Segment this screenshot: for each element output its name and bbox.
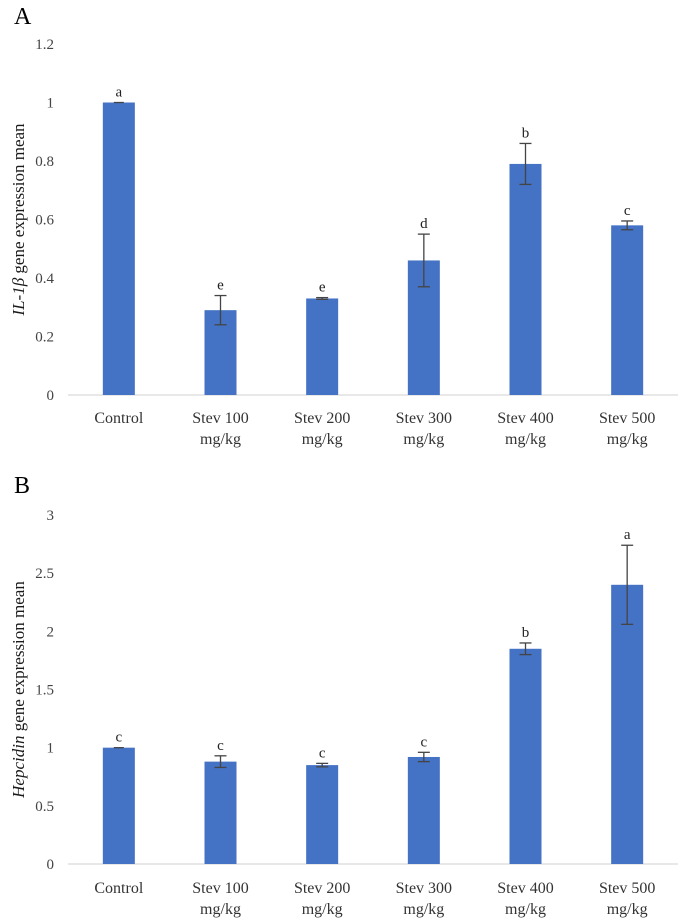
bar [102, 102, 135, 395]
category-label-line2: mg/kg [505, 901, 546, 918]
bar [204, 761, 237, 864]
y-tick-label: 0 [47, 388, 55, 404]
y-tick-label: 0.5 [35, 799, 54, 815]
significance-label: d [420, 216, 428, 232]
category-label-line2: mg/kg [505, 431, 546, 448]
bar [407, 756, 440, 864]
significance-label: c [420, 734, 427, 750]
y-axis-label: IL-1β gene expression mean [9, 123, 28, 317]
y-tick-label: 1.2 [35, 37, 54, 53]
y-tick-label: 0.6 [35, 213, 54, 229]
category-label: Stev 500 [599, 410, 655, 427]
chart-b: 0 0.5 1 1.5 2 2.5 3 Hepcidin gene expression me… [9, 508, 678, 918]
y-tick-label: 0 [47, 857, 55, 873]
category-label: Stev 200 [294, 410, 350, 427]
significance-label: c [624, 203, 631, 219]
category-label-line2: mg/kg [302, 901, 343, 918]
bar [306, 765, 339, 864]
category-label-line2: mg/kg [200, 901, 241, 918]
category-label: Stev 100 [192, 410, 248, 427]
panel-letter-b: B [14, 473, 30, 499]
category-label: Stev 300 [396, 410, 452, 427]
significance-label: e [319, 280, 326, 296]
panel-letter-a: A [14, 4, 32, 30]
y-tick-label: 0.4 [35, 271, 54, 287]
category-label: Control [94, 410, 143, 427]
significance-label: e [217, 278, 224, 294]
bar [306, 298, 339, 395]
chart-a: 0 0.2 0.4 0.6 0.8 1 1.2 IL-1β gene expression m… [9, 37, 678, 448]
significance-label: c [115, 730, 122, 746]
category-label: Stev 400 [497, 880, 553, 897]
category-label-line2: mg/kg [403, 431, 444, 448]
y-tick-label: 0.2 [35, 330, 54, 346]
y-tick-label: 1.5 [35, 683, 54, 699]
category-label: Stev 300 [396, 880, 452, 897]
category-label-line2: mg/kg [302, 431, 343, 448]
category-label-line2: mg/kg [607, 431, 648, 448]
y-axis-label: Hepcidin gene expression mean [9, 581, 28, 799]
significance-label: b [522, 625, 530, 641]
significance-label: a [624, 527, 631, 543]
y-tick-label: 0.8 [35, 154, 54, 170]
bar [509, 648, 542, 864]
bar [611, 225, 644, 395]
bar [102, 747, 135, 864]
y-tick-label: 1 [47, 96, 55, 112]
significance-label: b [522, 125, 530, 141]
y-tick-label: 2 [47, 624, 55, 640]
category-label: Stev 200 [294, 880, 350, 897]
category-label-line2: mg/kg [607, 901, 648, 918]
category-label: Control [94, 880, 143, 897]
category-label-line2: mg/kg [403, 901, 444, 918]
significance-label: c [319, 745, 326, 761]
y-tick-label: 3 [47, 508, 55, 524]
y-tick-label: 2.5 [35, 566, 54, 582]
y-tick-label: 1 [47, 741, 55, 757]
category-label: Stev 400 [497, 410, 553, 427]
bar [611, 584, 644, 864]
category-label-line2: mg/kg [200, 431, 241, 448]
significance-label: c [217, 738, 224, 754]
category-label: Stev 100 [192, 880, 248, 897]
significance-label: a [115, 85, 122, 101]
category-label: Stev 500 [599, 880, 655, 897]
bar [509, 163, 542, 395]
